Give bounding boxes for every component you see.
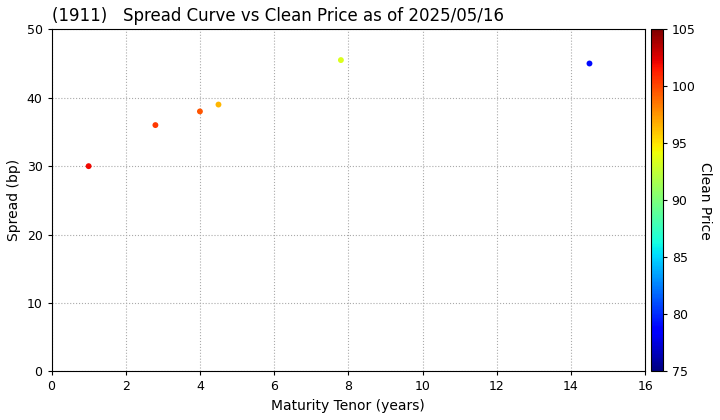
Point [335,57,346,63]
Point [194,108,206,115]
Text: (1911)   Spread Curve vs Clean Price as of 2025/05/16: (1911) Spread Curve vs Clean Price as of… [52,7,503,25]
X-axis label: Maturity Tenor (years): Maturity Tenor (years) [271,399,426,413]
Point [83,163,94,170]
Point [150,122,161,129]
Point [212,101,224,108]
Y-axis label: Spread (bp): Spread (bp) [7,159,21,242]
Point [584,60,595,67]
Y-axis label: Clean Price: Clean Price [698,162,712,239]
